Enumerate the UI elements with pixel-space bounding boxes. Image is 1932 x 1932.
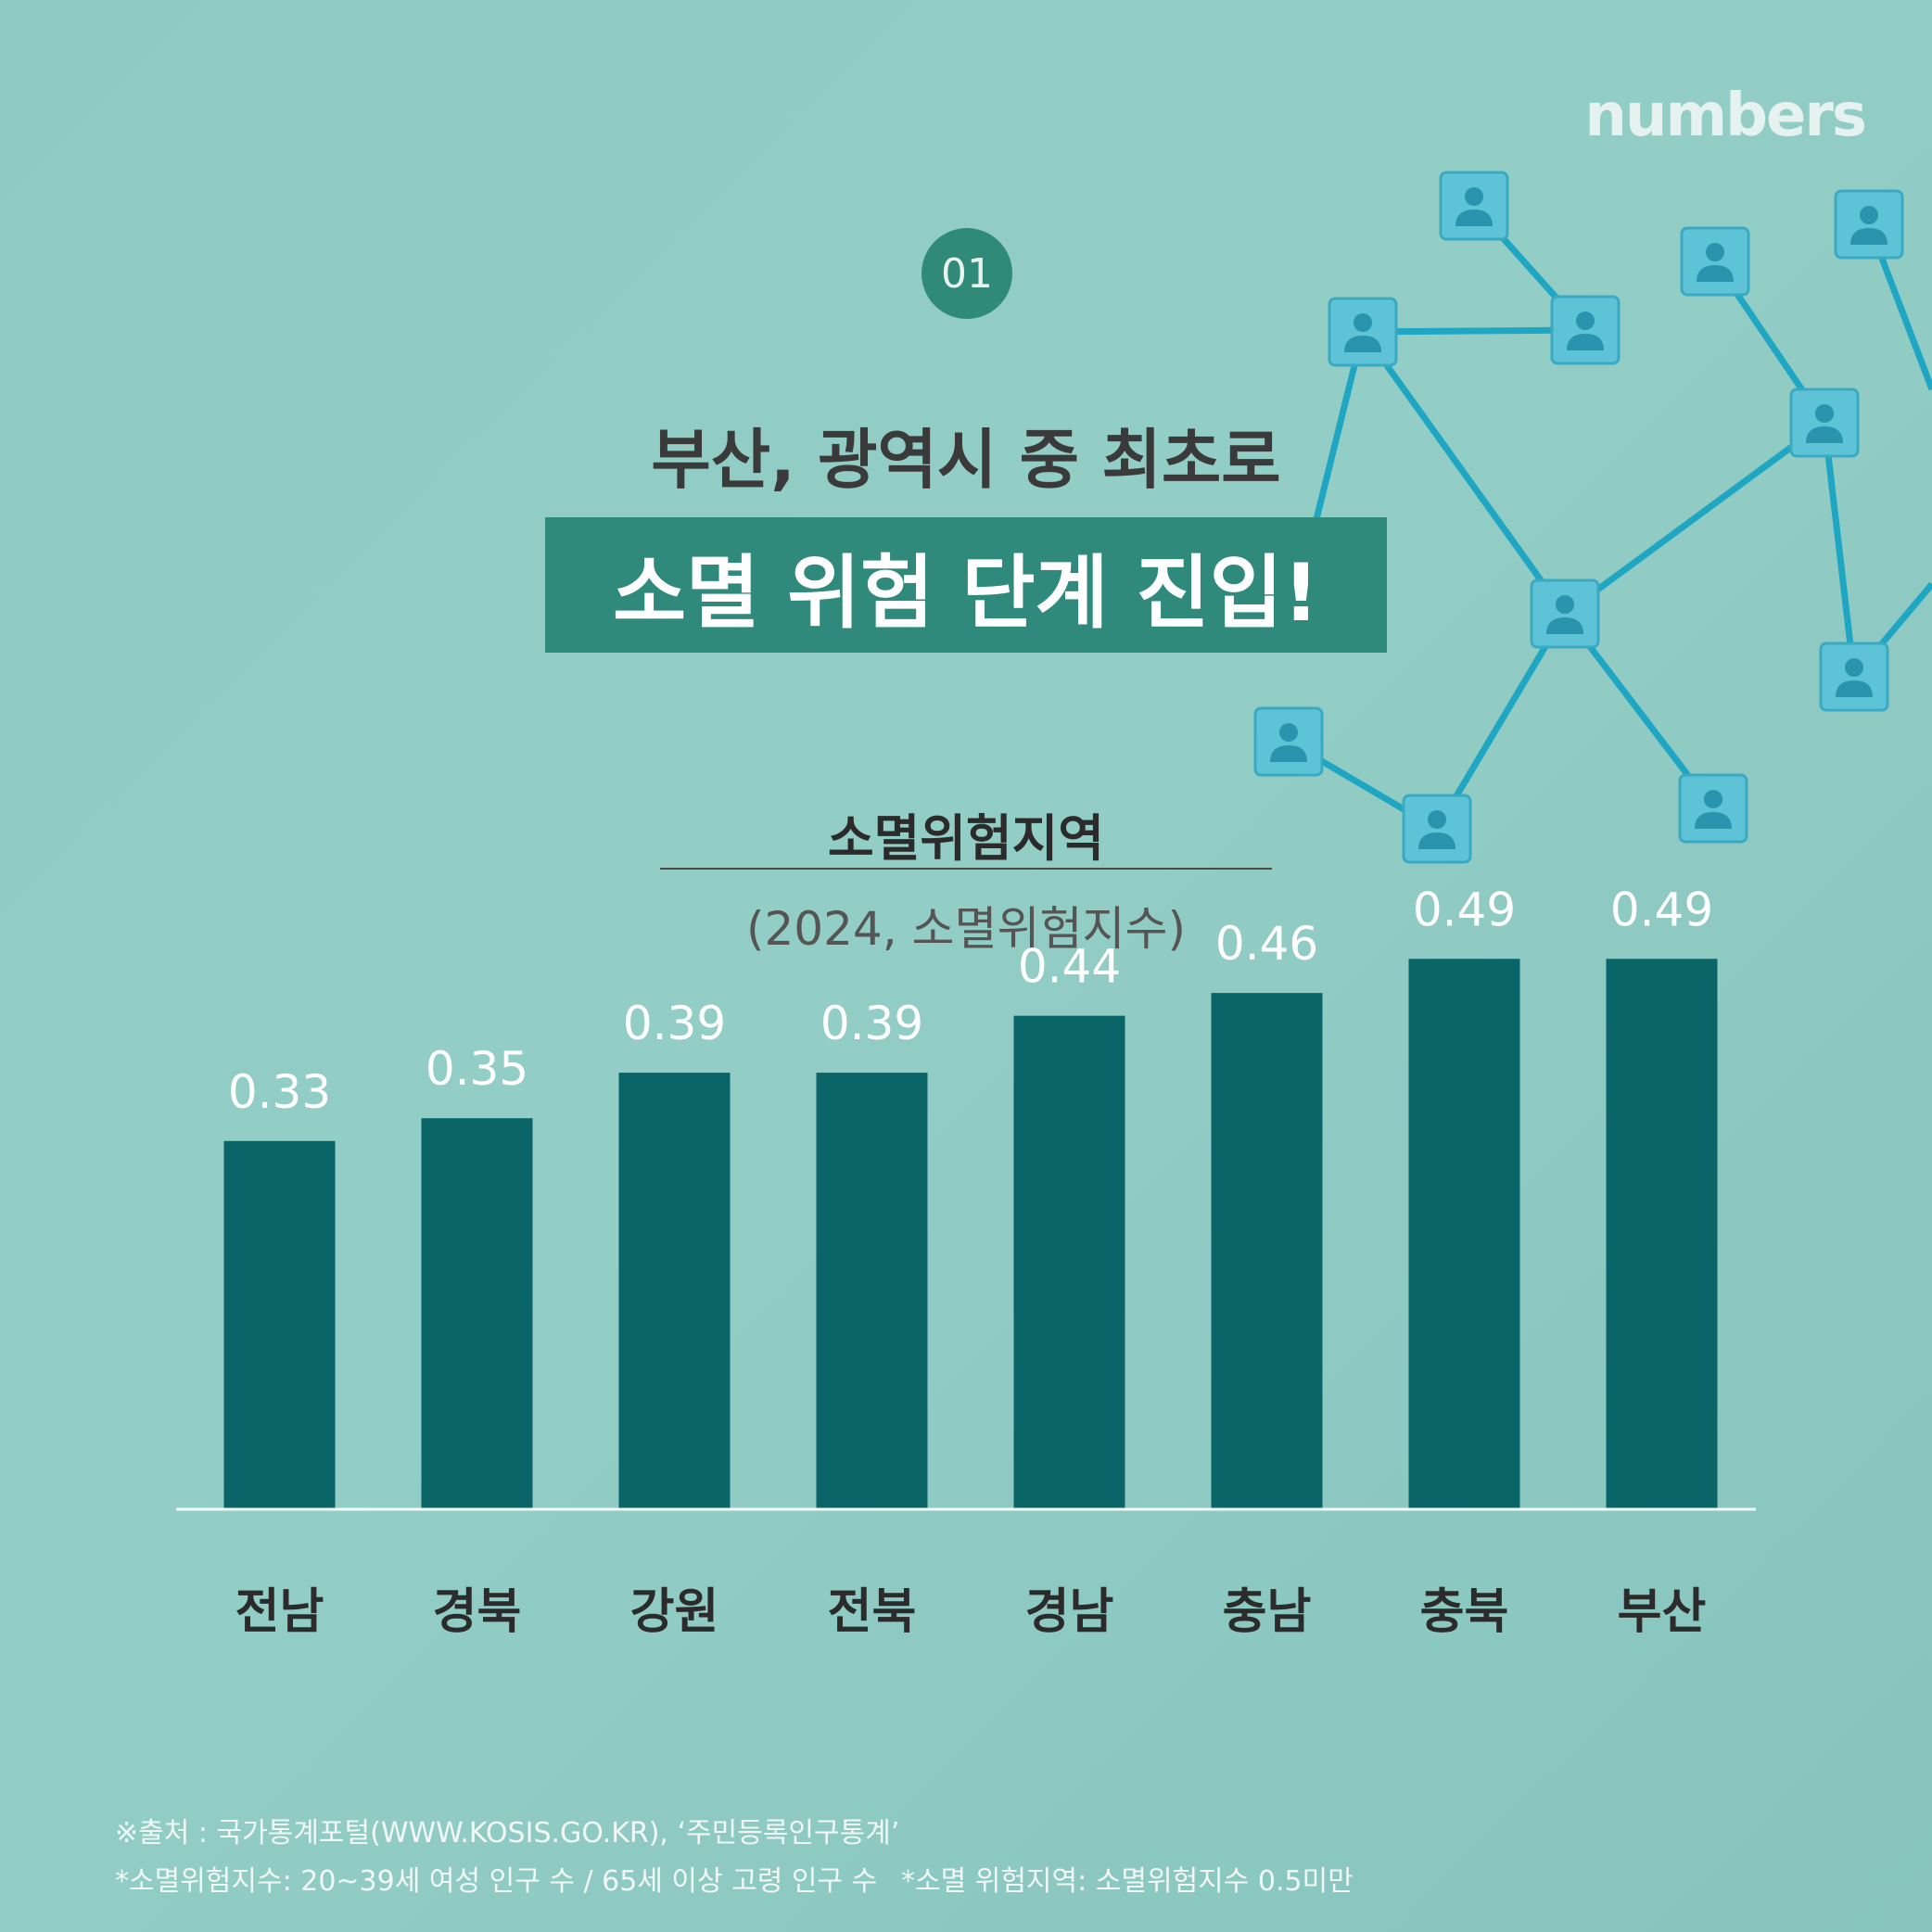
person-node-icon — [1253, 706, 1324, 777]
category-label: 경남 — [1025, 1584, 1114, 1640]
person-node-icon — [1328, 297, 1398, 367]
person-node-icon — [1680, 226, 1750, 297]
bar-value-label: 0.44 — [1018, 940, 1121, 994]
category-label: 충북 — [1420, 1584, 1509, 1640]
bar-value-label: 0.33 — [228, 1065, 331, 1119]
bar-6 — [1211, 993, 1323, 1509]
bar-2 — [421, 1118, 533, 1509]
bar-3 — [618, 1073, 731, 1509]
bar-value-label: 0.39 — [820, 997, 923, 1050]
category-label: 충남 — [1223, 1584, 1312, 1640]
source-note: ※출처 : 국가통계포털(WWW.KOSIS.GO.KR), ‘주민등록인구통계… — [115, 1817, 900, 1849]
numbers-logo: numbers — [1584, 82, 1867, 150]
title-banner: 소멸 위험 단계 진입! — [545, 517, 1387, 653]
category-label: 전남 — [235, 1584, 324, 1640]
person-node-icon — [1678, 773, 1748, 844]
section-badge: 01 — [922, 228, 1012, 319]
chart-title: 소멸위험지역 — [827, 809, 1105, 868]
person-node-icon — [1550, 295, 1621, 365]
person-node-icon — [1819, 642, 1889, 712]
bar-value-label: 0.49 — [1610, 883, 1713, 936]
index-definition-note: *소멸위험지수: 20~39세 여성 인구 수 / 65세 이상 고령 인구 수 — [115, 1865, 878, 1898]
chart-subtitle: (2024, 소멸위험지수) — [745, 902, 1187, 956]
badge-number: 01 — [941, 249, 993, 298]
bar-5 — [1013, 1015, 1125, 1509]
category-label: 전북 — [828, 1584, 917, 1640]
person-node-icon — [1402, 794, 1472, 864]
risk-region-note: *소멸 위험지역: 소멸위험지수 0.5미만 — [901, 1865, 1354, 1898]
bar-7 — [1408, 959, 1520, 1509]
bar-value-label: 0.46 — [1215, 917, 1318, 971]
page-title: 소멸 위험 단계 진입! — [612, 546, 1319, 640]
category-label: 강원 — [630, 1584, 719, 1640]
bar-value-label: 0.49 — [1413, 883, 1516, 936]
logo-text: numbers — [1584, 82, 1867, 150]
bar-value-label: 0.39 — [623, 997, 726, 1050]
person-node-icon — [1439, 171, 1509, 241]
category-label: 부산 — [1618, 1584, 1707, 1640]
person-node-icon — [1530, 578, 1600, 649]
bar-1 — [223, 1140, 336, 1509]
bar-8 — [1606, 959, 1718, 1509]
chart-title-divider — [660, 868, 1272, 870]
category-label: 경북 — [433, 1584, 522, 1640]
person-node-icon — [1834, 189, 1904, 260]
bar-4 — [816, 1073, 928, 1509]
bar-value-label: 0.35 — [426, 1042, 528, 1096]
page-subtitle: 부산, 광역시 중 최초로 — [651, 422, 1281, 498]
person-node-icon — [1789, 388, 1860, 458]
